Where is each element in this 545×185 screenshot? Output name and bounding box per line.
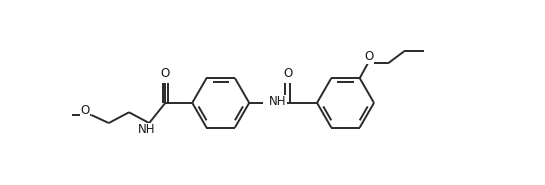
Text: NH: NH [138,123,155,136]
Text: O: O [283,67,292,80]
Text: O: O [364,50,373,63]
Text: NH: NH [269,95,286,108]
Text: O: O [81,104,90,117]
Text: O: O [161,67,170,80]
